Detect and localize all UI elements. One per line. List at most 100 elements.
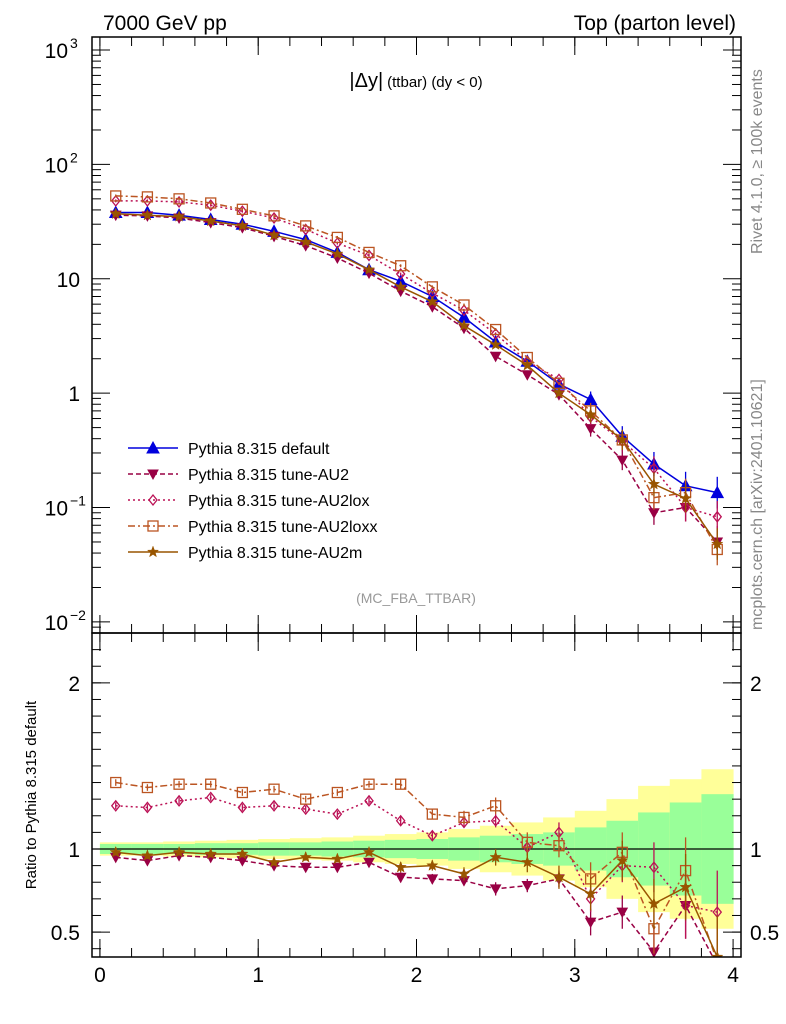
main-point-au2m: [616, 433, 629, 446]
main-point-au2lox: [364, 249, 374, 262]
ratio-point-au2m: [172, 845, 186, 858]
main-point-au2m: [236, 219, 249, 232]
ratio-line-au2lox: [115, 796, 718, 913]
ratio-point-au2loxx: [331, 786, 344, 799]
ratio-line-au2: [115, 854, 714, 957]
main-ytick-label: 10: [45, 612, 68, 635]
ratio-point-au2m: [552, 870, 566, 883]
ratio-point-au2m: [267, 855, 281, 868]
ratio-point-au2loxx: [173, 778, 185, 790]
main-point-au2m: [362, 263, 376, 275]
legend-label-au2: Pythia 8.315 tune-AU2: [188, 467, 349, 484]
main-point-au2lox: [300, 223, 311, 236]
legend-label-au2lox: Pythia 8.315 tune-AU2lox: [188, 493, 369, 510]
ratio-point-au2m: [299, 850, 312, 863]
main-point-au2m: [679, 491, 692, 504]
header-right: Top (parton level): [574, 12, 736, 35]
analysis-watermark: (MC_FBA_TTBAR): [356, 590, 476, 606]
main-point-au2loxx: [363, 246, 375, 259]
ratio-point-au2loxx: [300, 793, 312, 805]
main-ytick-label: 10: [45, 40, 68, 63]
main-point-au2lox: [269, 211, 279, 225]
ratio-point-au2m: [489, 850, 502, 863]
xtick-label: 1: [252, 964, 264, 987]
main-point-au2lox: [459, 304, 469, 317]
main-point-au2lox: [395, 268, 406, 281]
ratio-point-au2m: [616, 854, 629, 866]
rivet-version-label: Rivet 4.1.0, ≥ 100k events: [749, 69, 766, 254]
ratio-point-au2m: [204, 847, 217, 860]
ratio-point-au2: [584, 917, 597, 929]
ratio-point-au2loxx: [553, 840, 565, 852]
ratio-point-au2loxx: [236, 786, 249, 799]
main-point-au2: [648, 508, 660, 519]
ratio-point-au2loxx: [521, 836, 533, 849]
legend-label-au2m: Pythia 8.315 tune-AU2m: [188, 545, 362, 562]
main-point-au2loxx: [268, 210, 280, 222]
main-point-au2loxx: [236, 203, 249, 215]
main-line-default: [115, 211, 718, 494]
main-ytick-label: 10: [45, 498, 68, 521]
legend-marker-au2: [147, 469, 159, 481]
ratio-point-au2loxx: [458, 811, 470, 824]
xtick-label: 4: [727, 964, 739, 987]
main-point-au2: [616, 455, 629, 467]
main-line-au2: [115, 214, 718, 543]
main-point-default: [583, 392, 598, 406]
ratio-point-au2m: [457, 867, 471, 880]
ratio-point-au2loxx: [268, 783, 280, 795]
main-point-au2m: [584, 408, 597, 420]
ratio-point-au2lox: [459, 816, 469, 829]
main-point-au2m: [394, 280, 407, 293]
main-point-au2m: [299, 235, 312, 248]
ratio-point-au2loxx: [489, 800, 502, 812]
ratio-point-au2lox: [364, 794, 374, 807]
xtick-label: 2: [411, 964, 423, 987]
ratio-point-au2loxx: [141, 781, 154, 794]
ratio-ytick-label-right: 1: [750, 839, 762, 862]
ratio-point-au2m: [141, 849, 154, 861]
ratio-point-au2loxx: [363, 778, 375, 790]
ratio-point-au2loxx: [110, 776, 122, 789]
main-point-au2loxx: [395, 260, 407, 272]
ratio-point-au2m: [236, 847, 249, 860]
main-point-au2m: [267, 228, 281, 241]
main-point-au2m: [552, 386, 566, 399]
title-sub: (ttbar) (dy < 0): [387, 74, 482, 91]
main-point-au2lox: [680, 501, 691, 514]
main-point-au2lox: [174, 195, 184, 208]
main-point-au2m: [172, 210, 186, 222]
main-point-au2loxx: [110, 190, 122, 202]
main-point-default: [710, 485, 725, 499]
main-point-au2lox: [110, 194, 121, 207]
main-point-au2m: [204, 214, 217, 227]
ratio-point-au2lox: [142, 801, 153, 814]
ratio-point-au2lox: [110, 799, 121, 812]
main-line-au2m: [115, 213, 718, 545]
legend-marker-au2loxx: [147, 520, 159, 532]
ratio-point-au2m: [647, 897, 661, 910]
main-point-au2loxx: [173, 193, 185, 205]
ratio-panel: 0.5 0.5 1 1 2 2 0 1 2 3 4: [51, 632, 779, 987]
main-point-au2: [489, 351, 502, 363]
ratio-point-au2m: [331, 852, 344, 865]
legend-label-au2loxx: Pythia 8.315 tune-AU2loxx: [188, 519, 377, 536]
main-ytick-exponent: −1: [70, 493, 86, 509]
ratio-point-au2lox: [174, 794, 184, 807]
ratio-line-au2m: [115, 851, 718, 957]
main-point-au2loxx: [458, 299, 470, 311]
ratio-point-au2lox: [205, 791, 216, 804]
legend-marker-au2m: [146, 545, 160, 558]
ratio-point-au2lox: [649, 861, 659, 874]
main-point-au2loxx: [300, 220, 312, 232]
ratio-point-au2loxx: [426, 808, 438, 820]
ratio-point-au2m: [426, 859, 439, 871]
main-point-au2lox: [712, 510, 723, 523]
ratio-point-au2m: [521, 855, 534, 868]
ratio-point-au2: [363, 857, 375, 869]
ratio-point-au2lox: [300, 803, 311, 816]
main-point-au2m: [426, 295, 439, 307]
main-point-au2loxx: [489, 323, 502, 336]
